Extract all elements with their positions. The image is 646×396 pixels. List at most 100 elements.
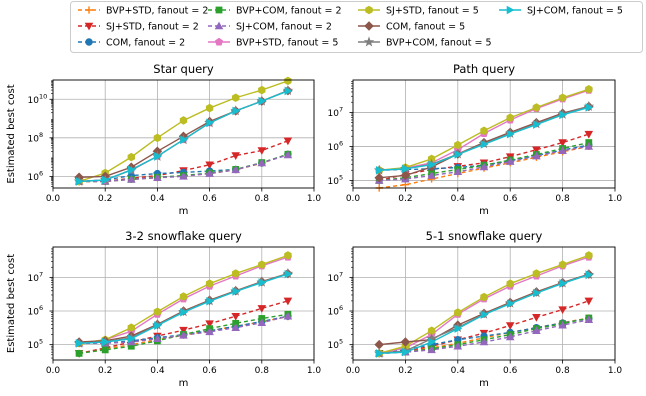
data-point — [128, 334, 136, 344]
data-point — [206, 296, 215, 306]
data-point — [584, 130, 594, 139]
legend-item: SJ+COM, fanout = 5 — [499, 6, 623, 17]
data-point — [427, 171, 436, 179]
y-tick-exponent: 10 — [39, 92, 47, 100]
data-point — [505, 322, 515, 330]
axes-frame — [352, 79, 616, 189]
data-point — [205, 161, 214, 170]
x-tick-label: 0.2 — [98, 366, 112, 376]
data-point — [75, 338, 84, 348]
data-point — [179, 171, 188, 180]
x-tick-label: 0.8 — [255, 366, 270, 376]
y-tick-label: 10 — [28, 308, 40, 318]
x-tick-label: 0.8 — [255, 194, 270, 204]
legend-marker — [506, 5, 515, 15]
y-tick-exponent: 8 — [39, 131, 43, 139]
y-tick-label: 10 — [328, 308, 340, 318]
data-point — [284, 269, 293, 279]
data-point — [258, 85, 266, 95]
data-point — [257, 147, 267, 155]
y-tick-label: 10 — [328, 274, 340, 284]
data-point — [585, 270, 594, 279]
data-point — [400, 170, 411, 181]
data-point — [402, 347, 410, 357]
x-tick-label: 0.8 — [555, 194, 570, 204]
data-point — [205, 320, 214, 329]
data-point — [559, 110, 568, 120]
data-point — [454, 324, 463, 333]
legend-item: BVP+STD, fanout = 2 — [78, 6, 208, 17]
data-point — [258, 278, 267, 287]
data-point — [479, 337, 489, 346]
data-point — [128, 165, 136, 175]
data-point — [558, 93, 567, 103]
data-point — [532, 314, 541, 322]
legend-marker — [363, 36, 375, 47]
x-tick-label: 1.0 — [307, 366, 322, 376]
y-tick-label: 10 — [28, 134, 40, 144]
x-tick-label: 0.4 — [451, 194, 466, 204]
y-tick-label: 10 — [328, 177, 340, 187]
data-point — [284, 76, 292, 86]
data-point — [101, 337, 110, 347]
data-point — [584, 315, 594, 324]
legend-marker — [84, 22, 94, 31]
y-tick-label: 10 — [328, 143, 340, 153]
data-point — [584, 142, 594, 150]
x-tick-label: 0.0 — [46, 194, 61, 204]
legend-label: BVP+COM, fanout = 2 — [236, 6, 342, 17]
y-tick-exponent: 7 — [339, 270, 343, 278]
y-axis-label: Estimated best cost — [6, 254, 17, 353]
legend-label: BVP+COM, fanout = 5 — [386, 38, 492, 49]
data-point — [231, 323, 240, 331]
data-point — [179, 326, 188, 335]
y-tick-exponent: 7 — [339, 105, 343, 113]
data-point — [533, 288, 541, 298]
data-point — [505, 157, 515, 165]
y-tick-label: 10 — [328, 109, 340, 119]
data-point — [154, 321, 162, 330]
data-point — [584, 297, 594, 306]
data-point — [75, 349, 83, 357]
panel-title: 5-1 snowflake query — [426, 229, 543, 243]
y-tick-exponent: 5 — [39, 338, 43, 346]
x-tick-label: 0.8 — [555, 366, 570, 376]
data-point — [231, 312, 240, 321]
y-tick-exponent: 6 — [339, 139, 343, 147]
y-tick-label: 10 — [28, 274, 40, 284]
data-point — [506, 113, 514, 122]
data-point — [558, 320, 567, 329]
y-tick-exponent: 6 — [39, 304, 43, 312]
data-point — [532, 146, 541, 155]
data-point — [283, 297, 293, 306]
x-tick-label: 1.0 — [608, 366, 623, 376]
y-tick-label: 10 — [28, 96, 40, 106]
legend-marker — [85, 6, 93, 14]
data-point — [205, 279, 214, 288]
y-tick-exponent: 5 — [339, 173, 343, 181]
data-point — [585, 251, 593, 260]
data-point — [533, 120, 541, 129]
data-point — [375, 349, 384, 358]
legend-label: SJ+STD, fanout = 2 — [106, 22, 199, 33]
data-point — [454, 308, 462, 317]
data-point — [257, 158, 267, 167]
data-point — [153, 307, 162, 317]
data-point — [428, 337, 437, 347]
data-point — [559, 279, 568, 288]
x-tick-label: 0.4 — [150, 366, 165, 376]
series — [375, 270, 594, 358]
data-point — [231, 165, 240, 174]
x-tick-label: 0.0 — [346, 194, 361, 204]
data-point — [480, 292, 488, 302]
x-tick-label: 0.4 — [150, 194, 165, 204]
legend-label: SJ+STD, fanout = 5 — [386, 6, 479, 17]
legend-frame — [70, 1, 643, 53]
data-point — [101, 175, 110, 185]
data-point — [283, 137, 293, 146]
y-tick-label: 10 — [328, 341, 340, 351]
data-point — [284, 86, 293, 96]
